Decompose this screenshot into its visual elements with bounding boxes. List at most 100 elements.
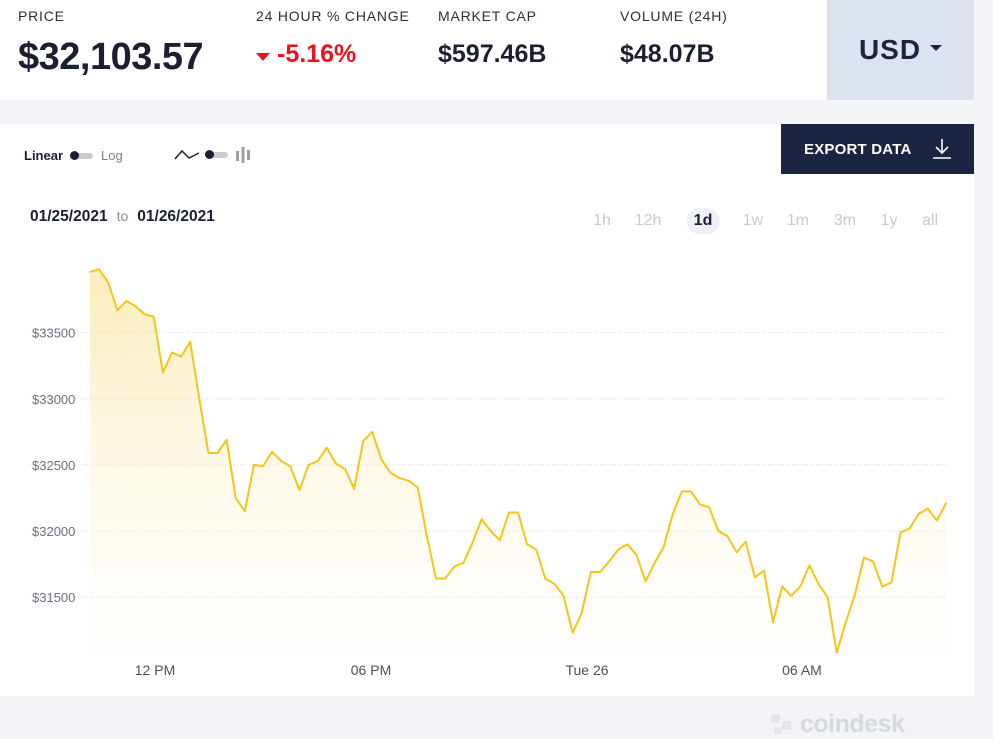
chart-type-switch[interactable] — [205, 150, 228, 159]
data-point — [262, 465, 264, 468]
data-point — [899, 531, 902, 534]
data-point — [344, 468, 346, 470]
data-point — [417, 486, 419, 489]
data-point — [553, 583, 556, 585]
scale-log-label[interactable]: Log — [101, 148, 123, 163]
scale-linear-label[interactable]: Linear — [24, 148, 64, 163]
coindesk-logo-icon — [771, 713, 791, 734]
data-point — [562, 595, 565, 597]
data-point — [744, 540, 747, 543]
data-point — [826, 596, 829, 598]
period-12h[interactable]: 12h — [634, 212, 662, 229]
change-value-wrap: -5.16% — [256, 40, 356, 69]
data-point — [644, 580, 647, 583]
currency-dropdown[interactable]: USD — [827, 0, 974, 100]
data-point — [307, 464, 310, 466]
data-point — [708, 506, 710, 509]
data-point — [517, 511, 519, 514]
period-3m[interactable]: 3m — [833, 212, 857, 229]
data-point — [280, 460, 283, 462]
change-value: -5.16% — [277, 40, 357, 68]
chart-type-switch-knob — [205, 150, 214, 159]
data-point — [845, 621, 847, 624]
data-point — [927, 507, 929, 510]
data-point — [571, 632, 574, 634]
y-axis-ticks: $31500 $32000 $32500 $33000 $33500 — [32, 326, 75, 605]
period-1y[interactable]: 1y — [880, 212, 898, 229]
volume-value: $48.07B — [620, 40, 715, 68]
data-point — [426, 535, 428, 538]
data-point — [872, 560, 874, 563]
scale-toggle: Linear Log — [24, 148, 123, 163]
data-point — [936, 519, 938, 522]
data-point — [435, 577, 437, 580]
data-point — [835, 651, 838, 654]
period-1d[interactable]: 1d — [686, 208, 720, 234]
data-point — [580, 612, 583, 614]
data-point — [143, 313, 146, 315]
scale-switch[interactable] — [70, 150, 94, 160]
date-to[interactable]: 01/26/2021 — [137, 208, 215, 225]
data-point — [662, 546, 665, 548]
price-area — [90, 269, 946, 656]
data-point — [371, 431, 374, 433]
watermark: coindesk — [770, 710, 905, 739]
data-point — [917, 513, 920, 515]
data-point — [672, 513, 674, 515]
data-point — [489, 530, 492, 532]
data-point — [453, 565, 456, 568]
y-tick-label: $32000 — [32, 524, 75, 539]
data-point — [134, 305, 137, 307]
data-point — [535, 548, 537, 551]
data-point — [326, 446, 328, 449]
data-point — [526, 543, 528, 546]
period-1h[interactable]: 1h — [593, 212, 611, 229]
data-point — [316, 460, 319, 462]
x-tick-label: 06 PM — [351, 662, 391, 678]
down-arrow-icon — [256, 52, 270, 61]
data-point — [544, 577, 547, 580]
date-range: 01/25/2021 to 01/26/2021 — [30, 208, 215, 226]
data-point — [353, 487, 355, 490]
period-1w[interactable]: 1w — [742, 212, 764, 229]
data-point — [289, 465, 292, 468]
data-point — [171, 351, 173, 354]
data-point — [362, 440, 365, 442]
export-data-button[interactable]: EXPORT DATA — [781, 124, 974, 174]
y-tick-label: $31500 — [32, 590, 75, 605]
data-point — [162, 371, 164, 374]
data-point — [89, 271, 91, 273]
data-point — [717, 530, 720, 532]
data-point — [462, 562, 465, 564]
data-point — [690, 490, 692, 493]
data-point — [480, 518, 483, 520]
data-point — [335, 462, 337, 465]
data-point — [808, 564, 811, 567]
candlestick-icon[interactable] — [234, 146, 252, 164]
data-point — [817, 583, 820, 585]
line-chart-icon[interactable] — [174, 147, 200, 163]
data-point — [152, 316, 155, 318]
data-point — [444, 577, 446, 580]
data-point — [198, 398, 201, 400]
market-cap-value: $597.46B — [438, 40, 547, 68]
data-point — [763, 569, 765, 572]
volume-label: VOLUME (24H) — [620, 8, 728, 24]
data-point — [216, 452, 219, 454]
watermark-text: coindesk — [800, 710, 905, 738]
data-point — [908, 527, 911, 530]
data-point — [890, 581, 893, 584]
chart-type-toggle — [174, 146, 252, 164]
date-separator: to — [116, 208, 129, 224]
data-point — [125, 300, 128, 302]
period-all[interactable]: all — [921, 212, 939, 229]
data-point — [626, 543, 629, 546]
y-tick-label: $33500 — [32, 326, 75, 341]
date-from[interactable]: 01/25/2021 — [30, 208, 108, 225]
data-point — [298, 489, 301, 491]
data-point — [244, 510, 246, 512]
period-1m[interactable]: 1m — [786, 212, 810, 229]
data-point — [225, 439, 228, 441]
market-cap-label: MARKET CAP — [438, 8, 537, 24]
currency-label: USD — [858, 34, 922, 65]
